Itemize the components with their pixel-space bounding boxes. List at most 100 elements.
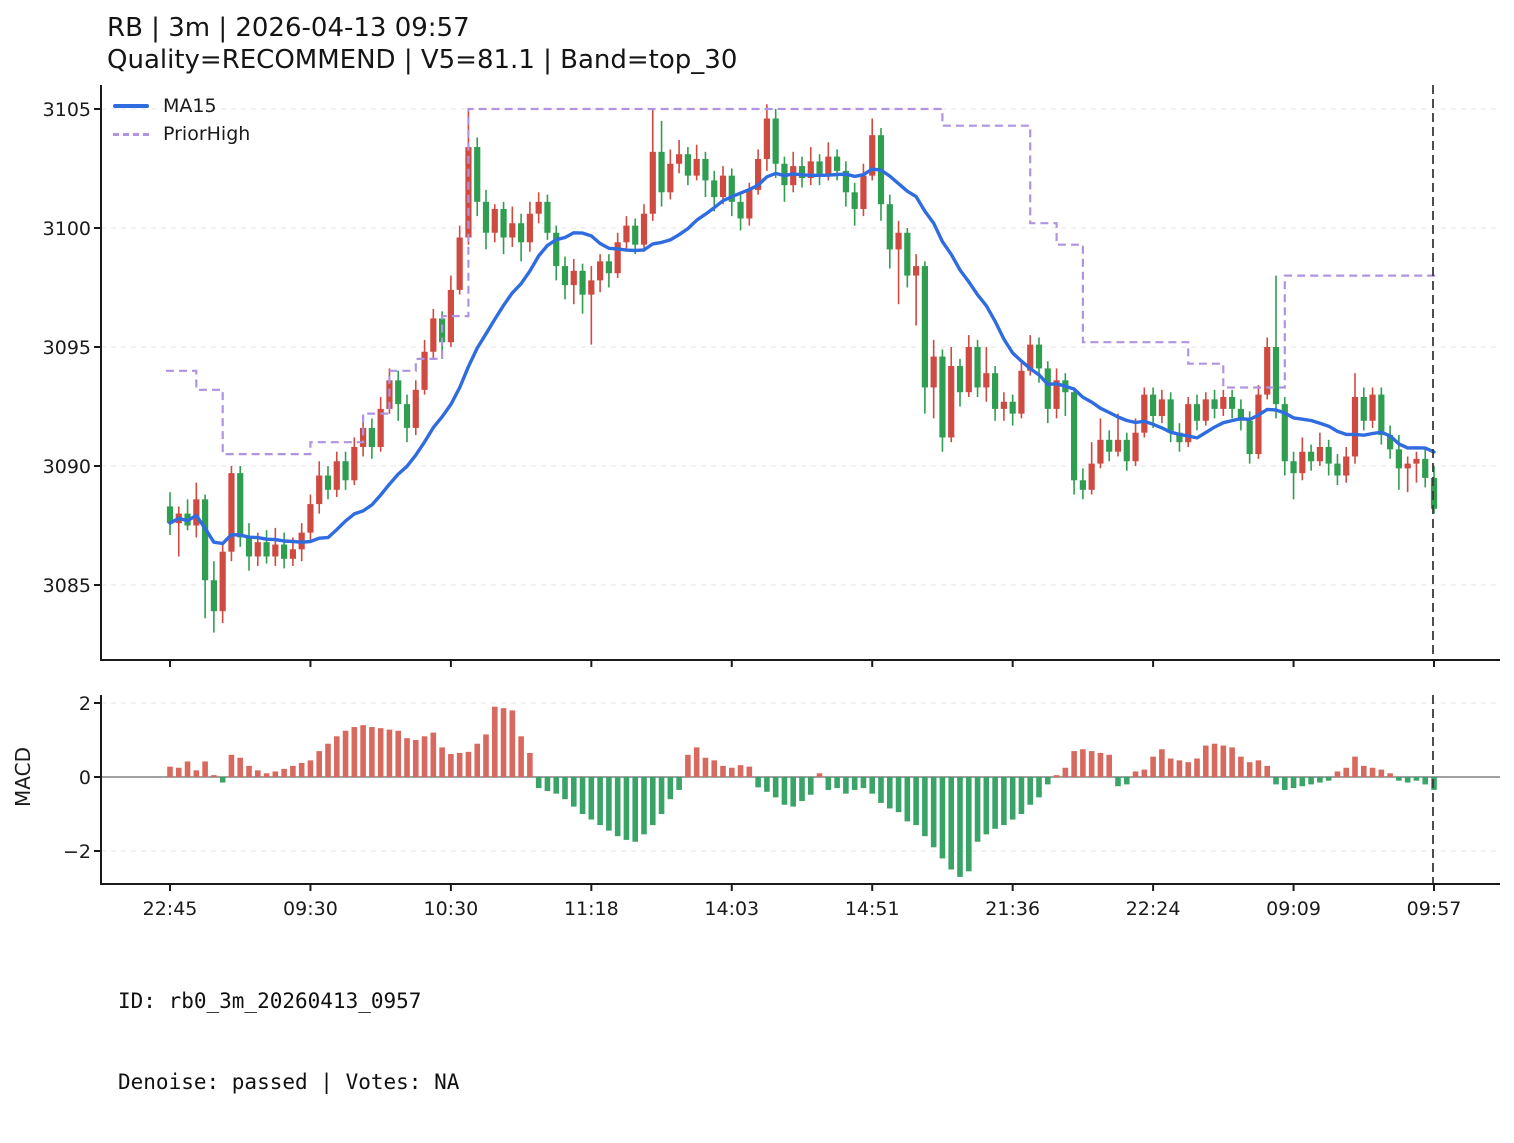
candle-body bbox=[746, 189, 753, 219]
candle-body bbox=[360, 427, 367, 447]
macd-bar bbox=[1001, 777, 1007, 826]
candle-body bbox=[254, 542, 261, 557]
macd-bar bbox=[781, 777, 788, 805]
macd-bar bbox=[878, 777, 884, 803]
candle-body bbox=[1114, 439, 1122, 452]
candle-body bbox=[728, 175, 735, 202]
macd-bar bbox=[412, 740, 419, 777]
macd-bar bbox=[983, 777, 990, 835]
candle-body bbox=[834, 156, 841, 171]
candle-body bbox=[1211, 399, 1218, 409]
time-tick-label: 09:30 bbox=[283, 898, 338, 920]
macd-bar bbox=[369, 727, 375, 777]
macd-bar bbox=[1009, 777, 1016, 820]
macd-bar bbox=[1088, 751, 1095, 777]
candle-body bbox=[1018, 370, 1025, 414]
candle-body bbox=[377, 408, 384, 447]
macd-bar bbox=[597, 777, 603, 826]
candle-body bbox=[281, 544, 288, 559]
candle-body bbox=[1246, 420, 1253, 455]
macd-bar bbox=[1352, 756, 1358, 777]
macd-bar bbox=[333, 736, 340, 777]
macd-bar bbox=[649, 777, 656, 826]
candle-body bbox=[772, 118, 779, 164]
macd-bar bbox=[509, 710, 516, 777]
macd-bar bbox=[851, 777, 858, 790]
candle-body bbox=[474, 147, 481, 202]
candle-body bbox=[202, 499, 209, 581]
macd-bar bbox=[1246, 762, 1253, 777]
macd-bar bbox=[623, 777, 630, 840]
ma15-line bbox=[168, 167, 1436, 546]
candle-body bbox=[1123, 439, 1130, 462]
macd-bar bbox=[1106, 754, 1113, 777]
macd-bar bbox=[614, 777, 621, 837]
candle-body bbox=[1000, 401, 1007, 409]
macd-bar bbox=[211, 775, 217, 777]
macd-bar bbox=[965, 777, 972, 872]
macd-bar bbox=[1360, 765, 1367, 777]
macd-bar bbox=[1317, 777, 1323, 783]
macd-bar bbox=[430, 732, 437, 777]
candle-body bbox=[737, 201, 744, 219]
macd-bar bbox=[904, 777, 911, 822]
macd-bar bbox=[377, 728, 384, 777]
macd-bar bbox=[448, 754, 454, 777]
macd-bar bbox=[737, 765, 744, 777]
time-tick-label: 10:30 bbox=[424, 898, 479, 920]
candle-body bbox=[842, 170, 849, 193]
macd-bar bbox=[298, 762, 305, 777]
macd-bar bbox=[1229, 747, 1235, 777]
candle-body bbox=[403, 404, 411, 428]
macd-bar bbox=[1150, 756, 1156, 777]
time-tick-label: 14:03 bbox=[704, 898, 759, 920]
candle-body bbox=[1351, 396, 1359, 457]
macd-bar bbox=[1308, 777, 1314, 785]
candle-body bbox=[939, 356, 946, 438]
candle-body bbox=[412, 389, 419, 428]
macd-axis-title: MACD bbox=[11, 747, 35, 807]
macd-bar bbox=[702, 757, 709, 777]
price-tick-label: 3105 bbox=[43, 99, 91, 121]
candle-body bbox=[1106, 439, 1113, 452]
macd-bar bbox=[1018, 777, 1025, 814]
macd-bar bbox=[1404, 777, 1411, 783]
macd-bar bbox=[790, 777, 797, 807]
candle-body bbox=[1167, 399, 1174, 433]
macd-bar bbox=[1413, 777, 1420, 781]
macd-bar bbox=[395, 730, 402, 777]
macd-bar bbox=[1194, 758, 1200, 777]
priorhigh-line-swatch bbox=[113, 132, 149, 136]
candle-body bbox=[956, 366, 964, 393]
legend-item-priorhigh: PriorHigh bbox=[113, 120, 250, 148]
macd-bar bbox=[167, 766, 173, 777]
candle-body bbox=[509, 223, 516, 238]
candle-body bbox=[1071, 392, 1078, 481]
candle-body bbox=[307, 504, 314, 533]
candle-body bbox=[316, 475, 323, 505]
metadata-block: ID: rb0_3m_20260413_0957 Denoise: passed… bbox=[118, 934, 763, 1143]
macd-bar bbox=[1132, 771, 1139, 777]
macd-bar bbox=[720, 765, 726, 777]
macd-bar bbox=[1053, 775, 1060, 777]
candle-body bbox=[526, 213, 533, 243]
macd-bar bbox=[772, 777, 779, 798]
candle-body bbox=[1316, 446, 1323, 462]
macd-bar bbox=[1097, 752, 1104, 777]
candle-body bbox=[500, 208, 507, 238]
candle-body bbox=[1395, 449, 1402, 469]
macd-bar bbox=[1211, 743, 1218, 777]
macd-bar bbox=[1176, 760, 1183, 777]
macd-bar bbox=[307, 760, 314, 777]
candle-body bbox=[1272, 347, 1280, 405]
candle-body bbox=[904, 232, 911, 276]
macd-bar bbox=[1273, 777, 1279, 785]
macd-bar bbox=[685, 754, 691, 777]
candle-body bbox=[1255, 394, 1262, 455]
legend-label-ma15: MA15 bbox=[163, 95, 217, 117]
candle-body bbox=[614, 242, 621, 274]
candle-body bbox=[1387, 435, 1394, 450]
macd-bar bbox=[1036, 777, 1042, 798]
macd-bar bbox=[290, 765, 296, 777]
